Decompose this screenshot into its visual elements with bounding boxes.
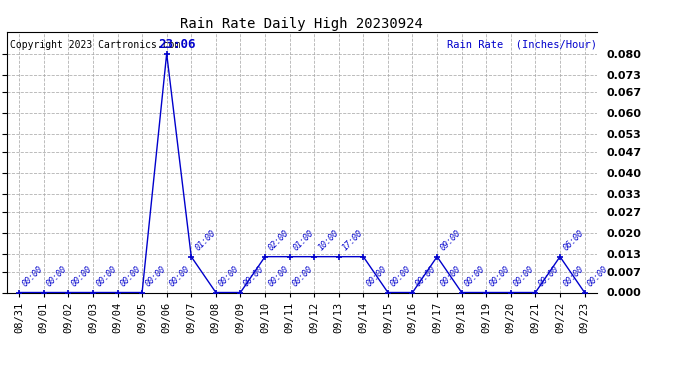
- Text: 00:00: 00:00: [144, 264, 168, 288]
- Text: 10:00: 10:00: [316, 228, 340, 252]
- Text: 17:00: 17:00: [341, 228, 365, 252]
- Text: 00:00: 00:00: [364, 264, 388, 288]
- Title: Rain Rate Daily High 20230924: Rain Rate Daily High 20230924: [181, 17, 423, 31]
- Text: 00:00: 00:00: [586, 264, 610, 288]
- Text: 00:00: 00:00: [241, 264, 266, 288]
- Text: 00:00: 00:00: [21, 264, 44, 288]
- Text: Rain Rate  (Inches/Hour): Rain Rate (Inches/Hour): [447, 40, 597, 50]
- Text: 00:00: 00:00: [389, 264, 413, 288]
- Text: 00:00: 00:00: [512, 264, 536, 288]
- Text: 00:00: 00:00: [119, 264, 143, 288]
- Text: 00:00: 00:00: [561, 264, 585, 288]
- Text: 00:00: 00:00: [290, 264, 315, 288]
- Text: 00:00: 00:00: [438, 264, 462, 288]
- Text: 00:00: 00:00: [45, 264, 69, 288]
- Text: 00:00: 00:00: [217, 264, 241, 288]
- Text: 09:00: 09:00: [439, 228, 463, 252]
- Text: 23:06: 23:06: [158, 38, 195, 51]
- Text: 01:00: 01:00: [292, 228, 315, 252]
- Text: 02:00: 02:00: [267, 228, 291, 252]
- Text: 00:00: 00:00: [487, 264, 511, 288]
- Text: 00:00: 00:00: [537, 264, 561, 288]
- Text: 00:00: 00:00: [70, 264, 94, 288]
- Text: Copyright 2023 Cartronics.com: Copyright 2023 Cartronics.com: [10, 40, 180, 50]
- Text: 00:00: 00:00: [266, 264, 290, 288]
- Text: 00:00: 00:00: [414, 264, 437, 288]
- Text: 00:00: 00:00: [168, 264, 192, 288]
- Text: 00:00: 00:00: [94, 264, 118, 288]
- Text: 00:00: 00:00: [463, 264, 487, 288]
- Text: 06:00: 06:00: [562, 228, 586, 252]
- Text: 01:00: 01:00: [193, 228, 217, 252]
